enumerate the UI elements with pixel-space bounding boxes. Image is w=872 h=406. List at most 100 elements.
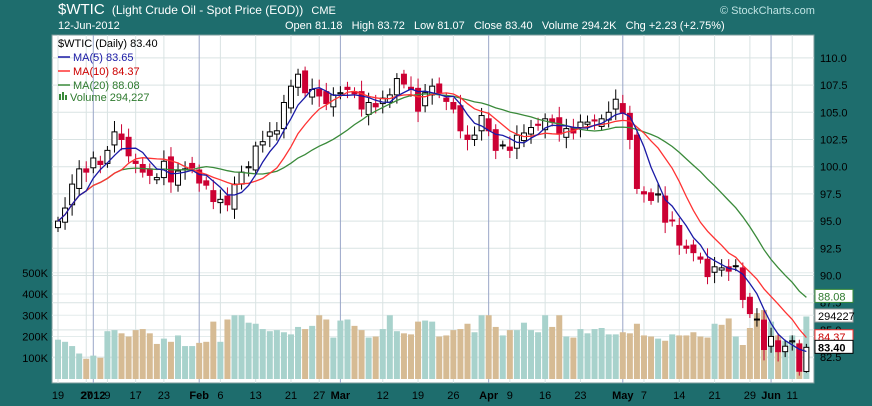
- candle-body: [316, 88, 323, 97]
- candle-body: [132, 160, 139, 164]
- volume-bar: [62, 341, 69, 379]
- volume-bar: [217, 341, 224, 379]
- volume-bar: [379, 329, 386, 379]
- volume-bar: [104, 331, 111, 379]
- volume-bar: [429, 321, 436, 379]
- symbol-title: $WTIC (Light Crude Oil - Spot Price (EOD…: [58, 1, 336, 18]
- grid-lines: [52, 35, 814, 383]
- volume-bar: [238, 315, 245, 379]
- candle-body: [252, 145, 259, 171]
- volume-bar: [245, 322, 252, 379]
- volume-bar: [76, 353, 83, 379]
- candle-body: [676, 224, 683, 246]
- ma5-line: [57, 87, 807, 353]
- volume-bar: [167, 341, 174, 379]
- volume-bar: [570, 337, 577, 379]
- date-tick-label: 27: [313, 390, 325, 402]
- volume-bar: [591, 329, 598, 379]
- candle-body: [365, 101, 372, 115]
- date-tick-label: 9: [507, 390, 513, 402]
- volume-bar: [704, 337, 711, 379]
- volume-bar: [125, 336, 132, 379]
- candle-body: [492, 129, 499, 151]
- date-tick-label: 21: [285, 390, 297, 402]
- date-tick-label: 14: [673, 390, 685, 402]
- candle-body: [118, 133, 125, 140]
- date-tick-label: 17: [130, 390, 142, 402]
- volume-bar: [266, 331, 273, 379]
- volume-bar: [386, 315, 393, 379]
- candle-body: [393, 78, 400, 96]
- candle-body: [245, 166, 252, 169]
- candle-body: [238, 171, 245, 185]
- legend-main: $WTIC (Daily) 83.40: [58, 38, 158, 50]
- volume-bar: [273, 330, 280, 379]
- watermark-text: © StockCharts.com: [720, 5, 815, 17]
- volume-callout: 294227: [818, 311, 855, 323]
- volume-bar: [598, 328, 605, 379]
- volume-bar: [485, 315, 492, 379]
- candle-body: [224, 195, 231, 206]
- candle-body: [415, 87, 422, 112]
- volume-bar: [612, 334, 619, 379]
- candle-body: [217, 198, 224, 204]
- volume-bar: [549, 326, 556, 379]
- volume-bar: [175, 335, 182, 379]
- volume-bar: [542, 315, 549, 379]
- volume-callout-box: [814, 308, 854, 323]
- volume-bar: [436, 336, 443, 379]
- candle-body: [803, 346, 810, 372]
- volume-bar: [506, 330, 513, 379]
- candle-body: [287, 85, 294, 109]
- date-tick-label: Jun: [761, 390, 781, 402]
- candle-body: [612, 98, 619, 110]
- date-tick-label: 23: [574, 390, 586, 402]
- date-tick-label: 11: [787, 390, 798, 402]
- candle-body: [499, 144, 506, 147]
- volume-bar: [252, 323, 259, 379]
- candle-body: [210, 190, 217, 203]
- volume-bar: [415, 321, 422, 379]
- ma10-line: [57, 90, 807, 338]
- volume-bar: [626, 333, 633, 379]
- volume-bar: [295, 326, 302, 379]
- candle-body: [577, 121, 584, 129]
- volume-bar: [662, 340, 669, 379]
- legend-ma20: MA(20) 88.08: [73, 80, 140, 92]
- volume-bar: [196, 342, 203, 379]
- candle-body: [528, 127, 535, 135]
- candle-body: [768, 335, 775, 347]
- candle-body: [732, 265, 739, 268]
- volume-bar: [337, 320, 344, 379]
- volume-tick-label: 100K: [22, 353, 48, 365]
- volume-bar: [118, 333, 125, 379]
- candle-body: [782, 345, 789, 353]
- ohlc-stats: Open 81.18 High 83.72 Low 81.07 Close 83…: [285, 20, 725, 32]
- candle-body: [457, 105, 464, 132]
- candle-body: [584, 121, 591, 125]
- date-tick-label: 6: [217, 390, 223, 402]
- price-tick-label: 102.5: [820, 134, 848, 146]
- volume-bar: [605, 334, 612, 379]
- date-tick-label: 21: [708, 390, 720, 402]
- volume-bar: [372, 336, 379, 379]
- volume-bar: [358, 330, 365, 379]
- volume-bar: [690, 332, 697, 379]
- volume-bar: [746, 328, 753, 379]
- candle-body: [450, 101, 457, 110]
- volume-bar: [344, 319, 351, 379]
- price-tick-label: 97.5: [820, 189, 841, 201]
- volume-tick-label: 200K: [22, 332, 48, 344]
- volume-bar: [655, 338, 662, 379]
- legend-volume-swatch: [59, 94, 61, 100]
- volume-tick-label: 500K: [22, 268, 48, 280]
- candle-body: [683, 245, 690, 249]
- volume-bars: [55, 309, 810, 379]
- candle-body: [83, 168, 90, 173]
- candle-body: [718, 267, 725, 271]
- volume-bar: [153, 343, 160, 379]
- candle-body: [90, 157, 97, 169]
- candle-body: [422, 92, 429, 107]
- candle-body: [259, 141, 266, 146]
